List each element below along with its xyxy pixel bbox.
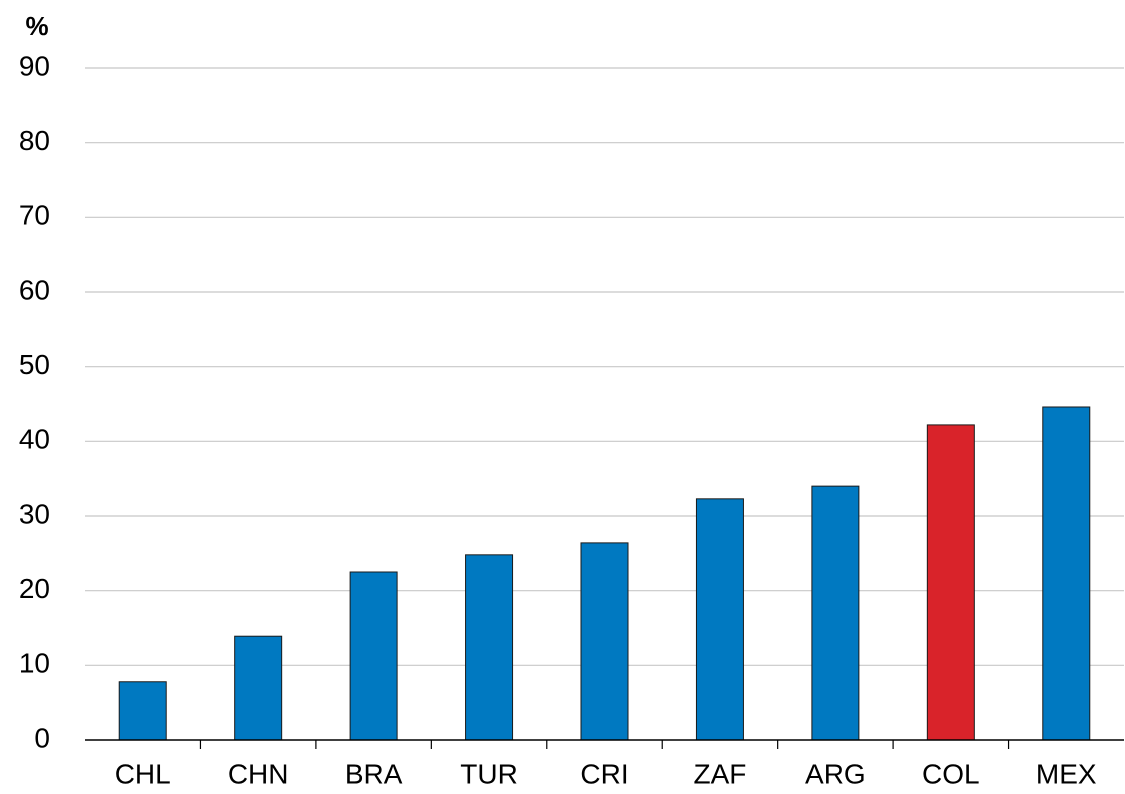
bar bbox=[926, 424, 975, 741]
bar bbox=[349, 571, 398, 741]
x-tick-label: TUR bbox=[460, 758, 518, 789]
y-tick-label: 10 bbox=[19, 648, 50, 679]
y-tick-label: 80 bbox=[19, 125, 50, 156]
y-axis-unit: % bbox=[25, 11, 48, 41]
y-tick-label: 20 bbox=[19, 573, 50, 604]
x-tick-label: CRI bbox=[580, 758, 628, 789]
bar bbox=[465, 554, 514, 741]
x-tick-label: ARG bbox=[805, 758, 866, 789]
x-tick-label: COL bbox=[922, 758, 980, 789]
x-tick-label: ZAF bbox=[693, 758, 746, 789]
x-tick-label: BRA bbox=[345, 758, 403, 789]
y-tick-label: 90 bbox=[19, 50, 50, 81]
bar bbox=[811, 485, 860, 741]
y-tick-label: 60 bbox=[19, 274, 50, 305]
y-tick-label: 0 bbox=[34, 722, 50, 753]
x-tick-label: MEX bbox=[1036, 758, 1097, 789]
bar bbox=[1042, 406, 1091, 741]
bar bbox=[118, 681, 167, 741]
bar bbox=[695, 498, 744, 741]
y-tick-label: 30 bbox=[19, 498, 50, 529]
y-tick-label: 70 bbox=[19, 200, 50, 231]
bar bbox=[234, 635, 283, 741]
bar bbox=[580, 542, 629, 741]
y-tick-label: 50 bbox=[19, 349, 50, 380]
x-tick-label: CHL bbox=[115, 758, 171, 789]
x-tick-label: CHN bbox=[228, 758, 289, 789]
y-tick-label: 40 bbox=[19, 424, 50, 455]
